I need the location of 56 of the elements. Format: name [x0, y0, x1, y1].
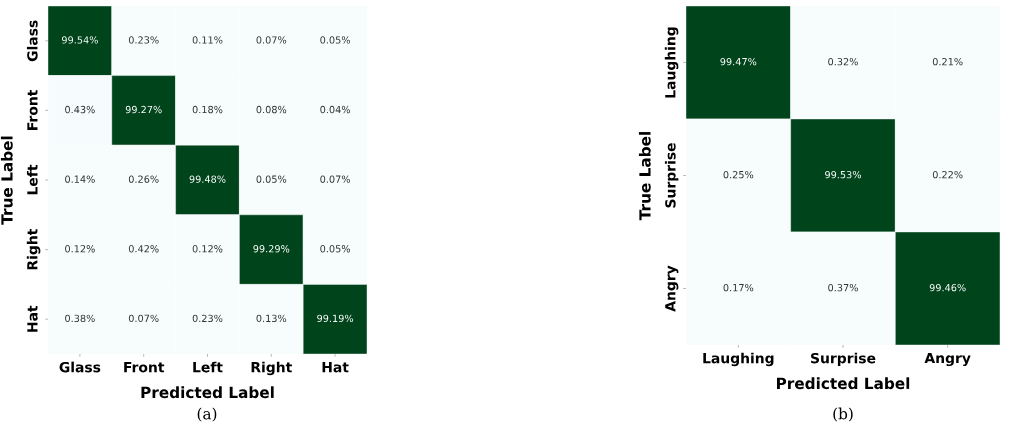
data-label: 0.21%: [932, 57, 963, 66]
data-label: 0.23%: [192, 314, 223, 323]
data-label: 0.13%: [256, 314, 287, 323]
data-label: 99.46%: [929, 283, 966, 292]
x-tick-label: Right: [251, 361, 292, 376]
data-label: 0.14%: [65, 175, 95, 183]
data-label: 0.38%: [65, 314, 95, 323]
data-label: 0.25%: [723, 170, 754, 179]
data-label: 0.23%: [128, 36, 159, 44]
data-label: 0.12%: [65, 245, 95, 253]
data-label: 0.08%: [256, 105, 287, 114]
data-label: 0.26%: [128, 175, 159, 183]
x-tick-label: Hat: [322, 362, 349, 373]
data-label: 99.54%: [61, 36, 98, 44]
data-label: 99.47%: [720, 57, 757, 66]
data-label: 0.05%: [256, 175, 287, 183]
y-tick-label: Right: [26, 228, 41, 270]
x-tick-label: Angry: [924, 352, 971, 367]
data-label: 0.32%: [828, 57, 858, 66]
y-tick-label: Left: [26, 164, 38, 195]
data-label: 99.53%: [825, 170, 861, 179]
x-tick-label: Glass: [59, 361, 101, 373]
data-label: 0.07%: [256, 36, 287, 44]
y-tick-label: Angry: [665, 265, 679, 312]
text: (a): [197, 407, 217, 422]
data-label: 0.04%: [320, 105, 351, 114]
data-label: 0.05%: [320, 36, 351, 44]
x-axis-title: Predicted Label: [141, 386, 274, 399]
data-label: 0.07%: [128, 314, 159, 323]
data-label: 0.37%: [828, 283, 858, 292]
data-label: 0.18%: [192, 105, 223, 114]
y-tick-label: Surprise: [664, 143, 679, 208]
y-tick-label: Front: [27, 89, 38, 130]
data-label: 0.42%: [128, 245, 159, 253]
data-label: 0.11%: [192, 36, 223, 44]
y-tick-label: Glass: [26, 20, 38, 62]
data-label: 99.48%: [189, 175, 226, 183]
x-tick-label: Laughing: [703, 352, 774, 367]
y-tick-label: Hat: [27, 305, 38, 332]
x-tick-label: Front: [124, 362, 165, 373]
data-label: 99.27%: [125, 105, 162, 114]
data-label: 0.05%: [320, 245, 351, 253]
y-tick-label: Laughing: [664, 27, 679, 98]
y-axis-title: True Label: [638, 132, 651, 221]
x-axis-title: Predicted Label: [776, 377, 910, 390]
data-label: 0.12%: [192, 245, 223, 253]
data-label: 0.17%: [723, 283, 754, 292]
x-tick-label: Surprise: [811, 352, 876, 367]
data-label: 99.29%: [253, 245, 290, 253]
x-tick-label: Left: [193, 361, 223, 373]
data-label: 0.43%: [65, 105, 95, 114]
data-label: 99.19%: [317, 314, 354, 323]
data-label: 0.07%: [320, 175, 351, 183]
y-axis-title: True Label: [0, 136, 13, 225]
data-label: 0.22%: [932, 170, 963, 179]
text: (b): [833, 407, 853, 422]
